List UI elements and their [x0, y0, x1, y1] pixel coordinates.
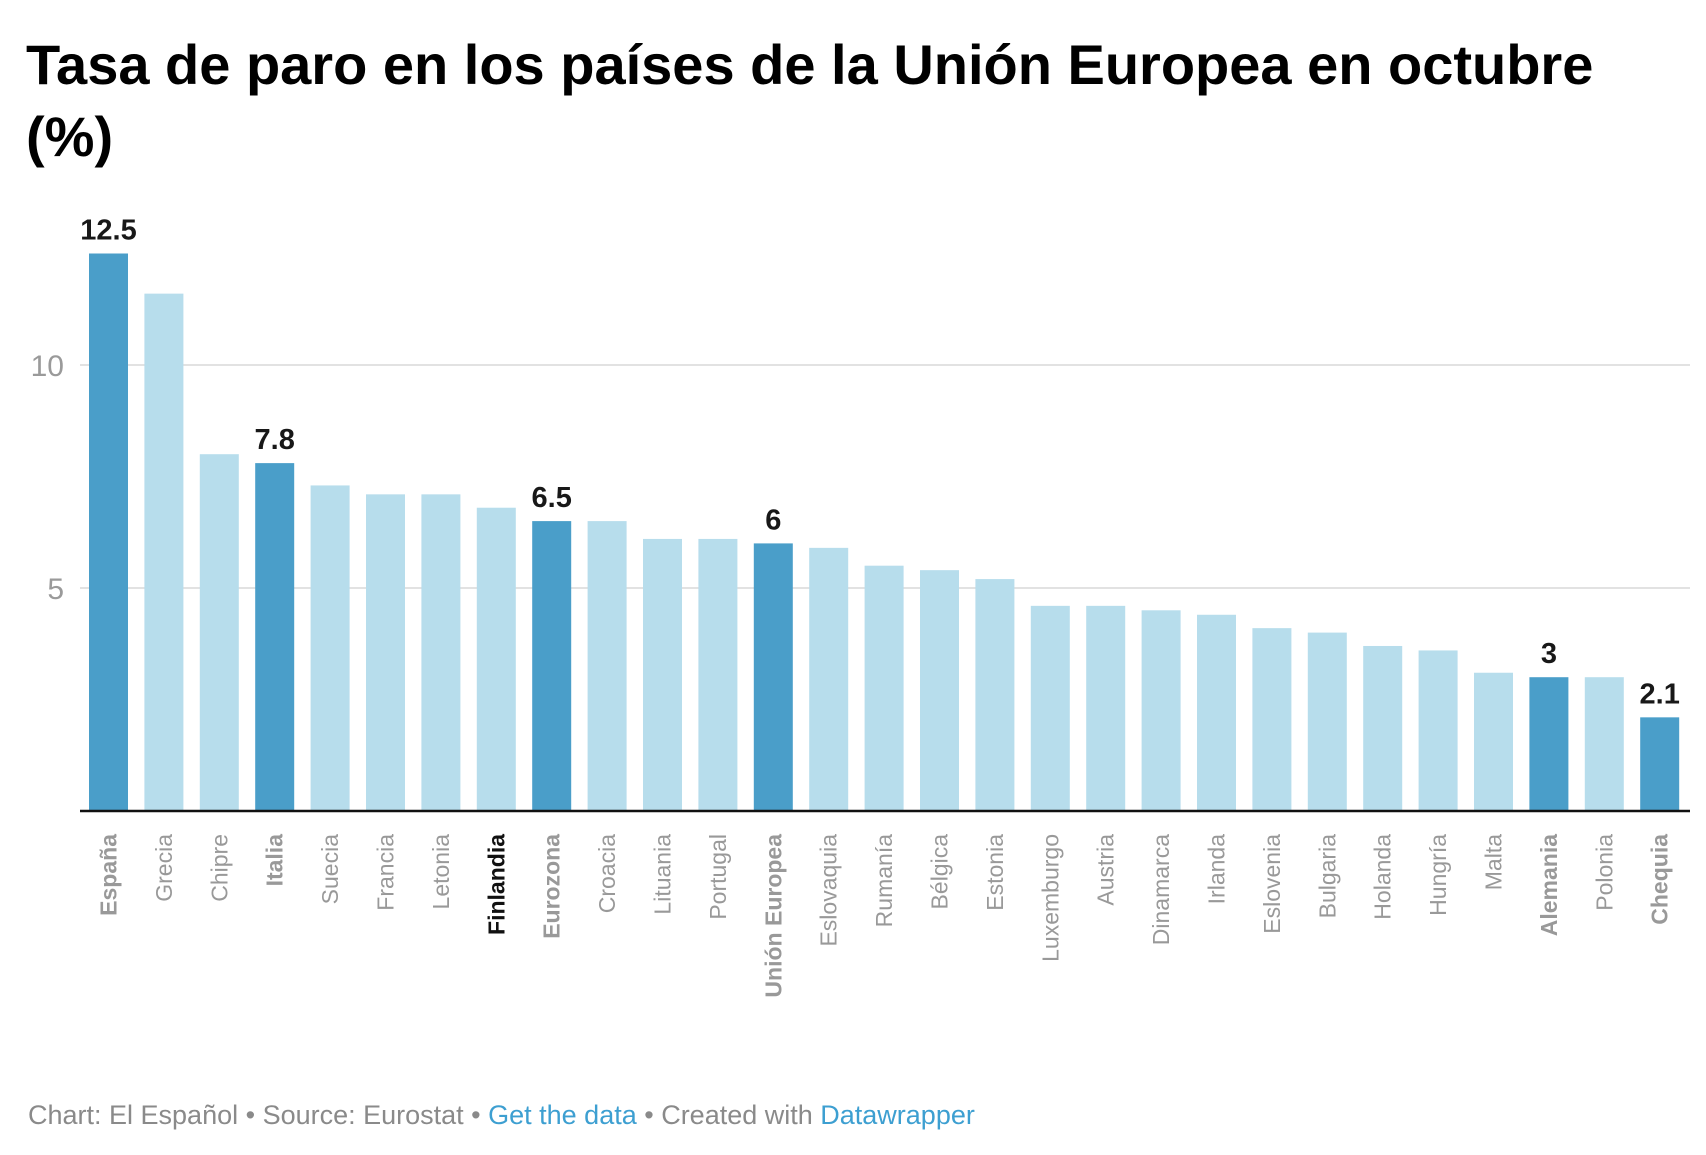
category-label: España [96, 834, 122, 916]
category-label: Eslovenia [1259, 834, 1285, 934]
bar-croacia [587, 521, 627, 811]
bar-letonia [421, 494, 461, 811]
bar-lituania [643, 538, 682, 811]
category-label: Chequia [1647, 834, 1673, 925]
category-label: Hungría [1425, 834, 1451, 916]
footer-created-with: • Created with [636, 1100, 821, 1130]
bar-grecia [144, 293, 184, 811]
bar-bélgica [920, 570, 959, 811]
value-label: 12.5 [80, 215, 136, 247]
category-label: Rumanía [871, 834, 897, 928]
bar-malta [1474, 672, 1513, 811]
value-label: 6 [765, 504, 781, 536]
bar-suecia [310, 485, 350, 811]
category-label: Holanda [1370, 834, 1396, 920]
bar-holanda [1363, 645, 1403, 811]
bar-eslovaquia [809, 547, 849, 811]
chart-footer: Chart: El Español • Source: Eurostat • G… [28, 1100, 975, 1131]
bar-bulgaria [1307, 632, 1347, 811]
chart-title-line-1: Tasa de paro en los países de la Unión E… [26, 33, 1593, 96]
bar-hungría [1418, 650, 1458, 811]
bar-irlanda [1197, 614, 1236, 811]
bars: 12.5 7.8 6.5 6 3 2.1 [80, 215, 1680, 811]
get-the-data-link[interactable]: Get the data [488, 1100, 637, 1130]
bar-portugal [698, 538, 738, 811]
category-label: Irlanda [1204, 834, 1230, 905]
bar-alemania [1529, 677, 1569, 811]
value-label: 7.8 [255, 424, 295, 456]
bar-eurozona [532, 521, 572, 811]
category-label: Bulgaria [1314, 834, 1340, 919]
category-label: Finlandia [483, 834, 509, 935]
category-label: Suecia [317, 834, 343, 905]
category-label: Croacia [594, 834, 620, 913]
category-label: Alemania [1536, 834, 1562, 936]
bar-finlandia [476, 507, 516, 811]
bar-polonia [1584, 677, 1624, 811]
footer-credit: Chart: El Español • Source: Eurostat • [28, 1100, 489, 1130]
category-label: Chipre [206, 834, 232, 902]
value-label: 6.5 [532, 482, 572, 514]
bar-chequia [1640, 717, 1680, 811]
category-label: Malta [1481, 834, 1507, 890]
value-label: 3 [1541, 638, 1557, 670]
category-label: Unión Europea [760, 834, 786, 998]
category-label: Letonia [428, 834, 454, 910]
category-label: Grecia [151, 834, 177, 902]
bar-unión-europea [753, 543, 793, 811]
chart-title-line-2: (%) [26, 105, 113, 168]
category-labels: España Grecia Chipre Italia Suecia Francia Let… [96, 834, 1673, 998]
y-tick-label: 5 [47, 573, 64, 606]
category-label: Polonia [1591, 834, 1617, 911]
y-tick-label: 10 [31, 350, 64, 383]
bar-dinamarca [1141, 610, 1181, 811]
bar-rumanía [864, 565, 904, 811]
category-label: Francia [373, 834, 399, 911]
category-label: Luxemburgo [1037, 834, 1063, 962]
category-label: Eurozona [539, 834, 565, 939]
category-label: Austria [1093, 834, 1119, 906]
datawrapper-link[interactable]: Datawrapper [820, 1100, 975, 1130]
bar-francia [366, 494, 405, 811]
bar-estonia [975, 579, 1015, 811]
bar-italia [255, 463, 295, 811]
value-label: 2.1 [1640, 678, 1680, 710]
category-label: Lituania [650, 834, 676, 915]
bar-luxemburgo [1030, 605, 1070, 811]
category-label: Bélgica [927, 834, 953, 910]
category-label: Dinamarca [1148, 834, 1174, 945]
category-label: Estonia [982, 834, 1008, 911]
category-label: Portugal [705, 834, 731, 920]
category-label: Italia [262, 834, 288, 887]
bar-eslovenia [1252, 628, 1292, 811]
bar-chipre [199, 454, 239, 811]
bar-españa [89, 253, 128, 811]
bar-austria [1086, 605, 1126, 811]
category-label: Eslovaquia [816, 834, 842, 947]
